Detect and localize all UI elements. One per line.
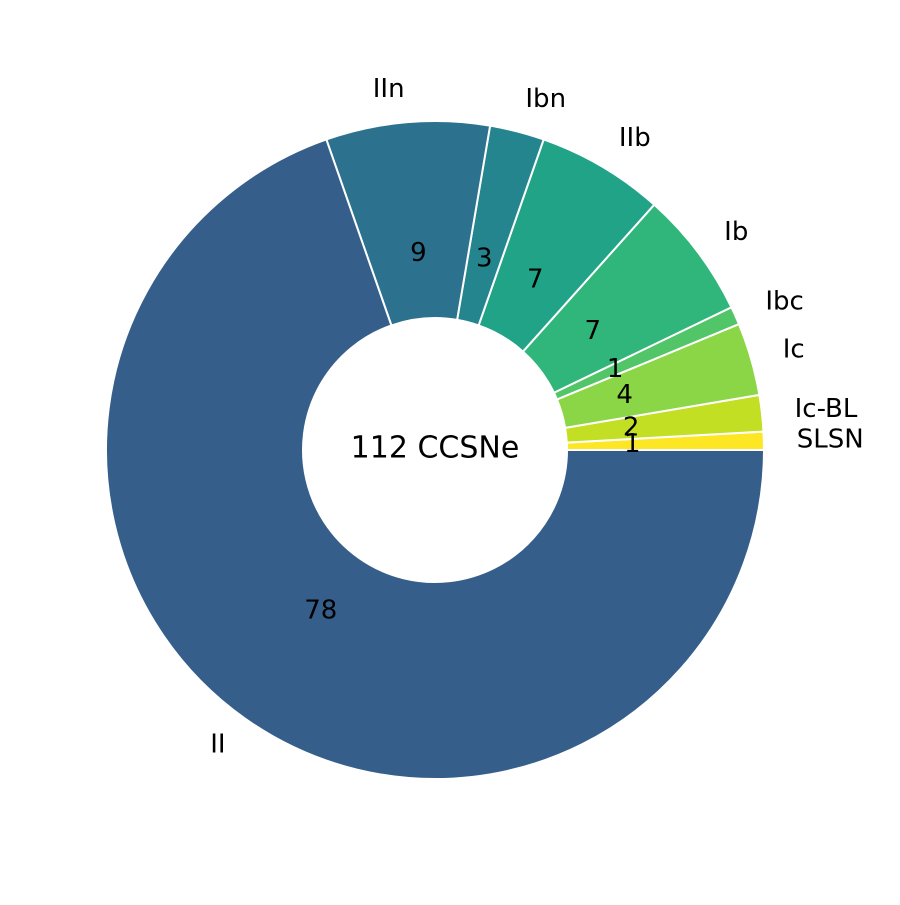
slice-value-iib: 7 xyxy=(527,264,544,294)
slice-label-slsn: SLSN xyxy=(797,424,864,454)
slice-label-ib: Ib xyxy=(724,217,748,247)
slice-label-ibn: Ibn xyxy=(525,84,566,114)
slice-value-ibc: 1 xyxy=(607,354,624,384)
slice-value-iin: 9 xyxy=(410,238,427,268)
labels-layer: SLSN 1 Ic-BL 2 Ic 4 Ibc 1 Ib 7 IIb 7 Ibn 3 IIn 9 II 78 xyxy=(210,74,863,760)
slices-layer xyxy=(105,120,766,780)
slice-value-ibn: 3 xyxy=(476,243,493,273)
center-label: 112 CCSNe xyxy=(351,431,520,466)
slice-value-ic: 4 xyxy=(616,380,633,410)
slice-label-ii: II xyxy=(210,730,225,760)
slice-value-slsn: 1 xyxy=(624,429,641,459)
slice-value-ic-bl: 2 xyxy=(623,412,640,442)
slice-ii xyxy=(105,138,766,780)
slice-label-iib: IIb xyxy=(619,123,651,153)
slice-label-ic: Ic xyxy=(783,334,805,364)
slice-value-ii: 78 xyxy=(304,595,337,625)
slice-value-ib: 7 xyxy=(584,316,601,346)
slice-label-ic-bl: Ic-BL xyxy=(795,394,858,424)
slice-label-iin: IIn xyxy=(373,74,405,104)
slice-label-ibc: Ibc xyxy=(765,287,803,317)
